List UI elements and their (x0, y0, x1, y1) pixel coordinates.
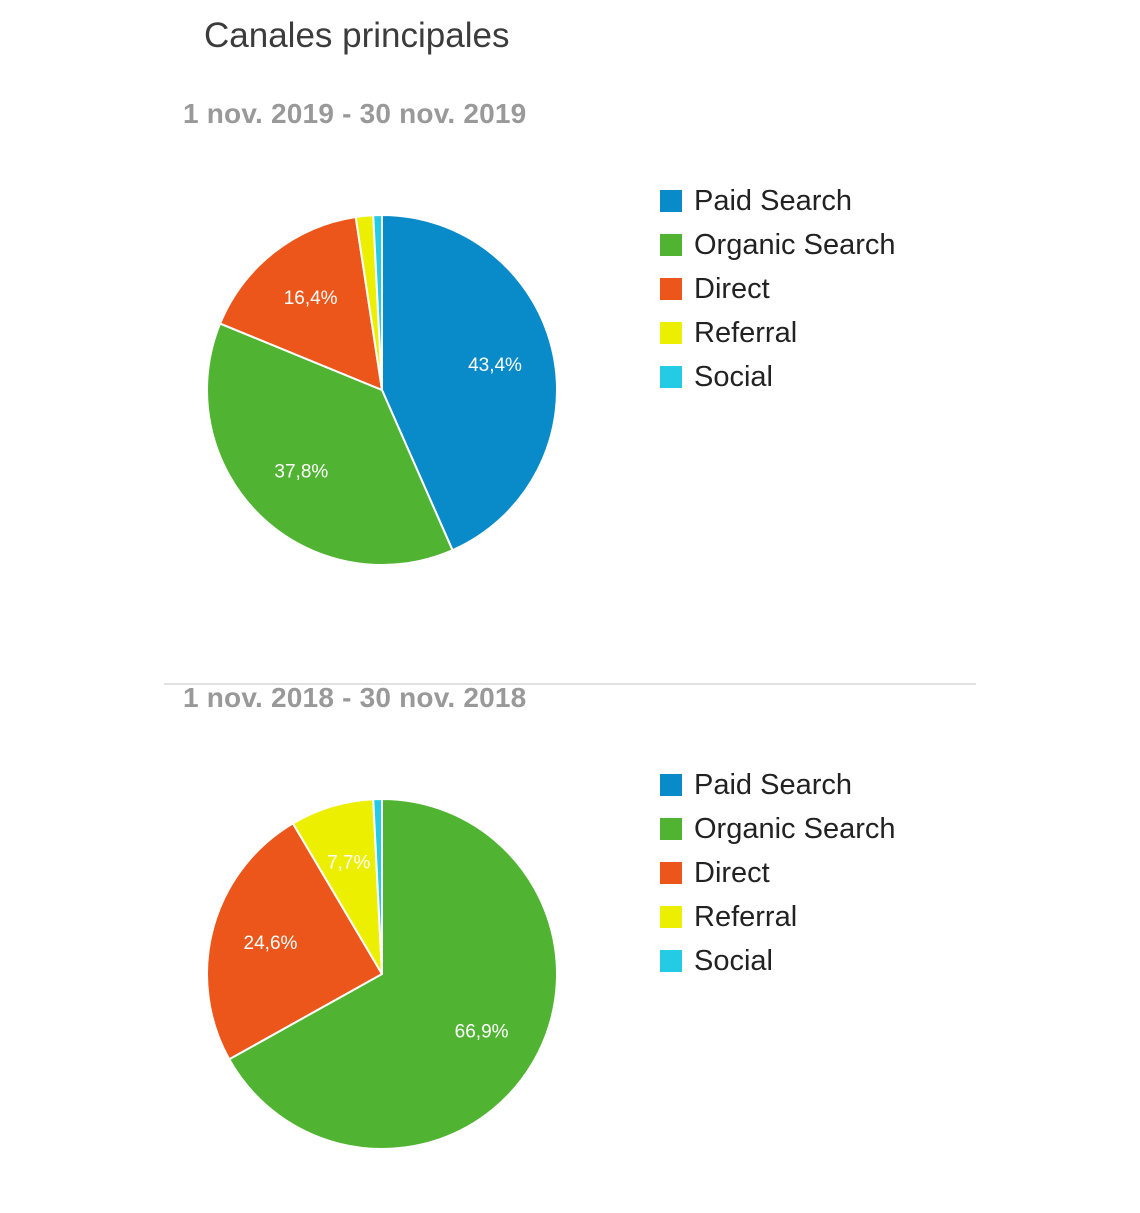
legend-swatch (660, 322, 682, 344)
pie-slice-organic-search[interactable] (228, 798, 558, 1150)
pie-slice-direct[interactable] (206, 822, 383, 1061)
legend-label: Social (694, 944, 773, 977)
legend-label: Paid Search (694, 768, 852, 801)
legend-swatch (660, 774, 682, 796)
legend-item-direct[interactable]: Direct (660, 267, 896, 311)
legend-swatch (660, 190, 682, 212)
slice-label-organic-search: 37,8% (274, 462, 328, 483)
pie-slice-social[interactable] (372, 214, 383, 391)
legend-item-social[interactable]: Social (660, 939, 896, 983)
legend-item-organic-search[interactable]: Organic Search (660, 223, 896, 267)
slice-label-direct: 24,6% (244, 933, 298, 954)
legend-item-organic-search[interactable]: Organic Search (660, 807, 896, 851)
pie-slice-direct[interactable] (219, 215, 383, 391)
legend-label: Direct (694, 856, 770, 889)
legend-2018: Paid Search Organic Search Direct Referral S… (660, 763, 896, 983)
pie-slice-social[interactable] (372, 798, 383, 975)
pie-chart-2018: 66,9% 24,6% 7,7% (206, 798, 558, 1150)
legend-label: Paid Search (694, 184, 852, 217)
legend-label: Direct (694, 272, 770, 305)
legend-swatch (660, 818, 682, 840)
legend-swatch (660, 950, 682, 972)
legend-item-paid-search[interactable]: Paid Search (660, 763, 896, 807)
legend-item-referral[interactable]: Referral (660, 311, 896, 355)
slice-label-organic-search: 66,9% (455, 1021, 509, 1042)
legend-label: Social (694, 360, 773, 393)
legend-swatch (660, 862, 682, 884)
divider (164, 683, 976, 685)
legend-label: Organic Search (694, 228, 896, 261)
legend-swatch (660, 278, 682, 300)
legend-item-referral[interactable]: Referral (660, 895, 896, 939)
legend-swatch (660, 366, 682, 388)
pie-slice-organic-search[interactable] (206, 322, 454, 566)
slice-label-paid-search: 43,4% (468, 355, 522, 376)
legend-label: Organic Search (694, 812, 896, 845)
date-range-2018: 1 nov. 2018 - 30 nov. 2018 (183, 682, 527, 713)
legend-swatch (660, 234, 682, 256)
date-range-2019: 1 nov. 2019 - 30 nov. 2019 (183, 98, 527, 129)
legend-item-direct[interactable]: Direct (660, 851, 896, 895)
legend-2019: Paid Search Organic Search Direct Referral S… (660, 179, 896, 399)
slice-label-referral: 7,7% (327, 852, 370, 873)
pie-chart-2019: 43,4% 37,8% 16,4% (206, 214, 558, 566)
legend-label: Referral (694, 900, 798, 933)
slice-label-direct: 16,4% (284, 288, 338, 309)
legend-label: Referral (694, 316, 798, 349)
pie-slice-paid-search[interactable] (381, 214, 558, 552)
legend-swatch (660, 906, 682, 928)
chart-title: Canales principales (204, 16, 510, 55)
legend-item-paid-search[interactable]: Paid Search (660, 179, 896, 223)
legend-item-social[interactable]: Social (660, 355, 896, 399)
